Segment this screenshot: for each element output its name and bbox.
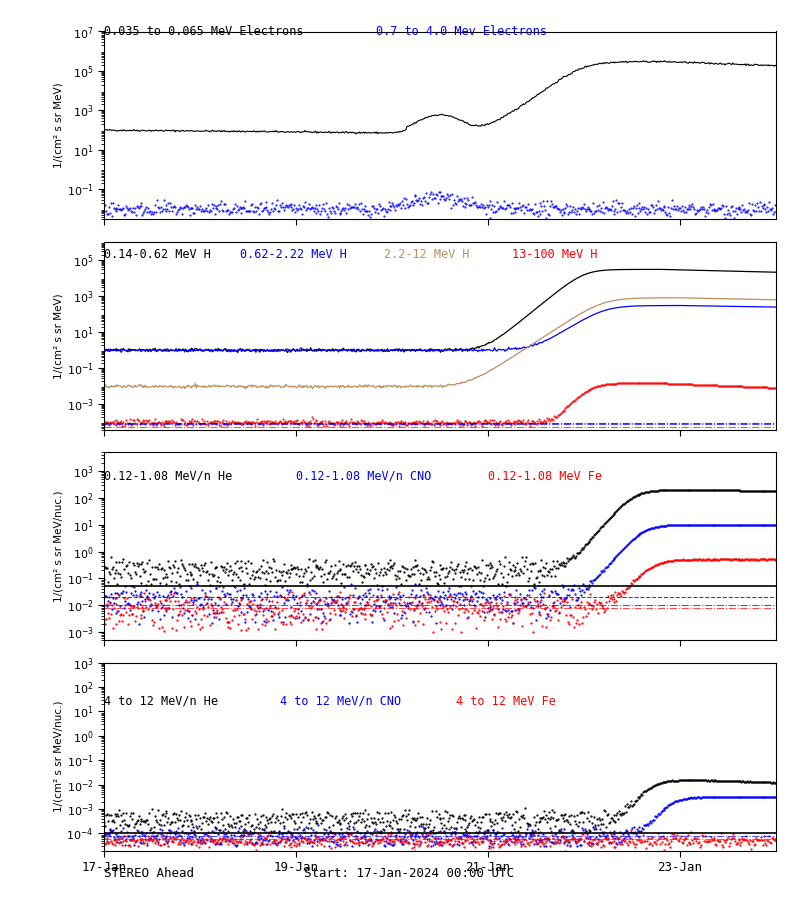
Text: 0.62-2.22 MeV H: 0.62-2.22 MeV H — [240, 248, 347, 260]
Text: 0.12-1.08 MeV/n He: 0.12-1.08 MeV/n He — [104, 470, 232, 482]
Text: 0.7 to 4.0 Mev Electrons: 0.7 to 4.0 Mev Electrons — [376, 25, 547, 38]
Text: STEREO Ahead: STEREO Ahead — [104, 868, 194, 880]
Text: 4 to 12 MeV Fe: 4 to 12 MeV Fe — [456, 695, 556, 707]
Text: 0.035 to 0.065 MeV Electrons: 0.035 to 0.065 MeV Electrons — [104, 25, 303, 38]
Y-axis label: 1/(cm² s sr MeV/nuc.): 1/(cm² s sr MeV/nuc.) — [54, 491, 64, 602]
Text: 0.14-0.62 MeV H: 0.14-0.62 MeV H — [104, 248, 211, 260]
Y-axis label: 1/(cm² s sr MeV): 1/(cm² s sr MeV) — [54, 293, 64, 379]
Text: 4 to 12 MeV/n CNO: 4 to 12 MeV/n CNO — [280, 695, 401, 707]
Text: 0.12-1.08 MeV Fe: 0.12-1.08 MeV Fe — [488, 470, 602, 482]
Text: 0.12-1.08 MeV/n CNO: 0.12-1.08 MeV/n CNO — [296, 470, 431, 482]
Text: 2.2-12 MeV H: 2.2-12 MeV H — [384, 248, 470, 260]
Text: 4 to 12 MeV/n He: 4 to 12 MeV/n He — [104, 695, 218, 707]
Y-axis label: 1/(cm² s sr MeV/nuc.): 1/(cm² s sr MeV/nuc.) — [54, 701, 63, 813]
Text: 13-100 MeV H: 13-100 MeV H — [512, 248, 598, 260]
Text: Start: 17-Jan-2024 00:00 UTC: Start: 17-Jan-2024 00:00 UTC — [304, 868, 514, 880]
Y-axis label: 1/(cm² s sr MeV): 1/(cm² s sr MeV) — [54, 83, 64, 168]
